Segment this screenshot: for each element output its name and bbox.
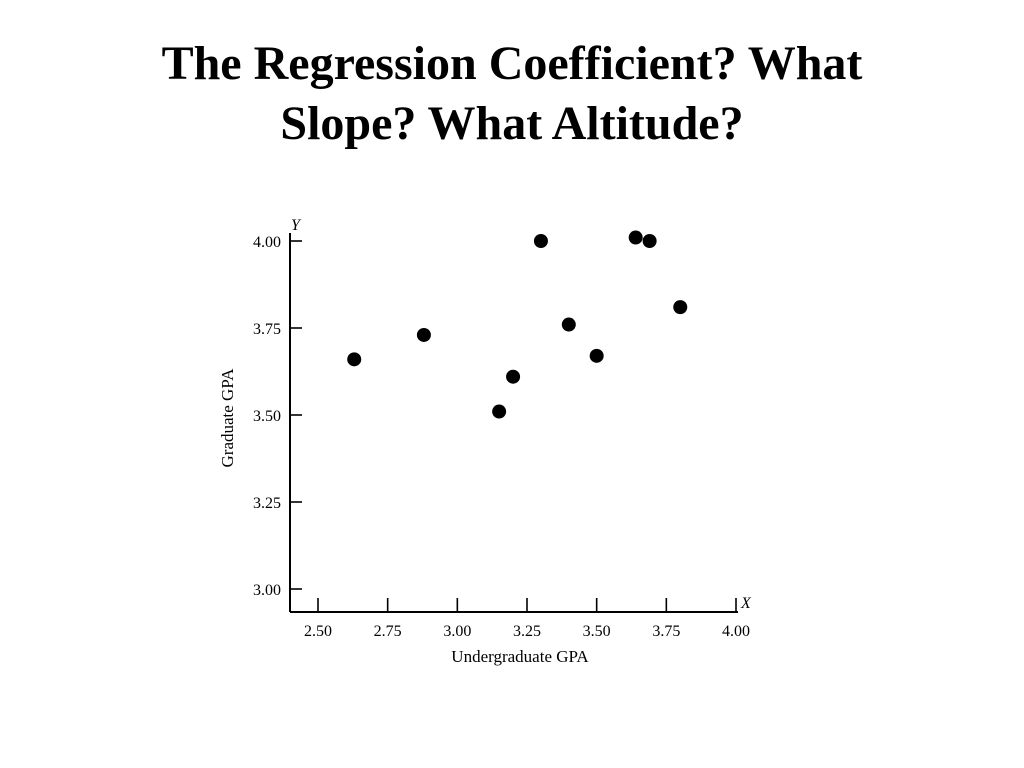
x-tick-label: 4.00: [722, 623, 750, 640]
data-point: [673, 300, 688, 315]
y-tick-label: 3.00: [253, 582, 281, 599]
slide-title: The Regression Coefficient? What Slope? …: [161, 37, 863, 150]
data-point: [589, 348, 604, 363]
y-tick-label: 4.00: [253, 234, 281, 251]
chart-axes: [289, 233, 738, 613]
data-points: [347, 230, 688, 419]
x-axis-letter: X: [740, 595, 752, 612]
x-tick-label: 3.25: [513, 623, 541, 640]
y-ticks: 3.00 3.25 3.50 3.75 4.00: [253, 234, 302, 599]
y-axis-letter: Y: [291, 217, 302, 234]
x-axis-title: Undergraduate GPA: [451, 647, 589, 666]
data-point: [561, 317, 576, 332]
y-axis-title: Graduate GPA: [218, 368, 237, 468]
data-point: [347, 352, 362, 367]
data-point: [628, 230, 643, 245]
x-tick-label: 2.50: [304, 623, 332, 640]
x-ticks: 2.50 2.75 3.00 3.25 3.50 3.75 4.00: [304, 598, 750, 640]
y-tick-label: 3.25: [253, 495, 281, 512]
y-tick-label: 3.75: [253, 321, 281, 338]
data-point: [506, 369, 521, 384]
data-point: [533, 234, 548, 248]
y-tick-label: 3.50: [253, 408, 281, 425]
x-tick-label: 2.75: [374, 623, 402, 640]
x-tick-label: 3.50: [583, 623, 611, 640]
x-tick-label: 3.00: [443, 623, 471, 640]
data-point: [492, 404, 507, 419]
data-point: [416, 327, 431, 342]
x-tick-label: 3.75: [652, 623, 680, 640]
data-point: [642, 234, 657, 248]
